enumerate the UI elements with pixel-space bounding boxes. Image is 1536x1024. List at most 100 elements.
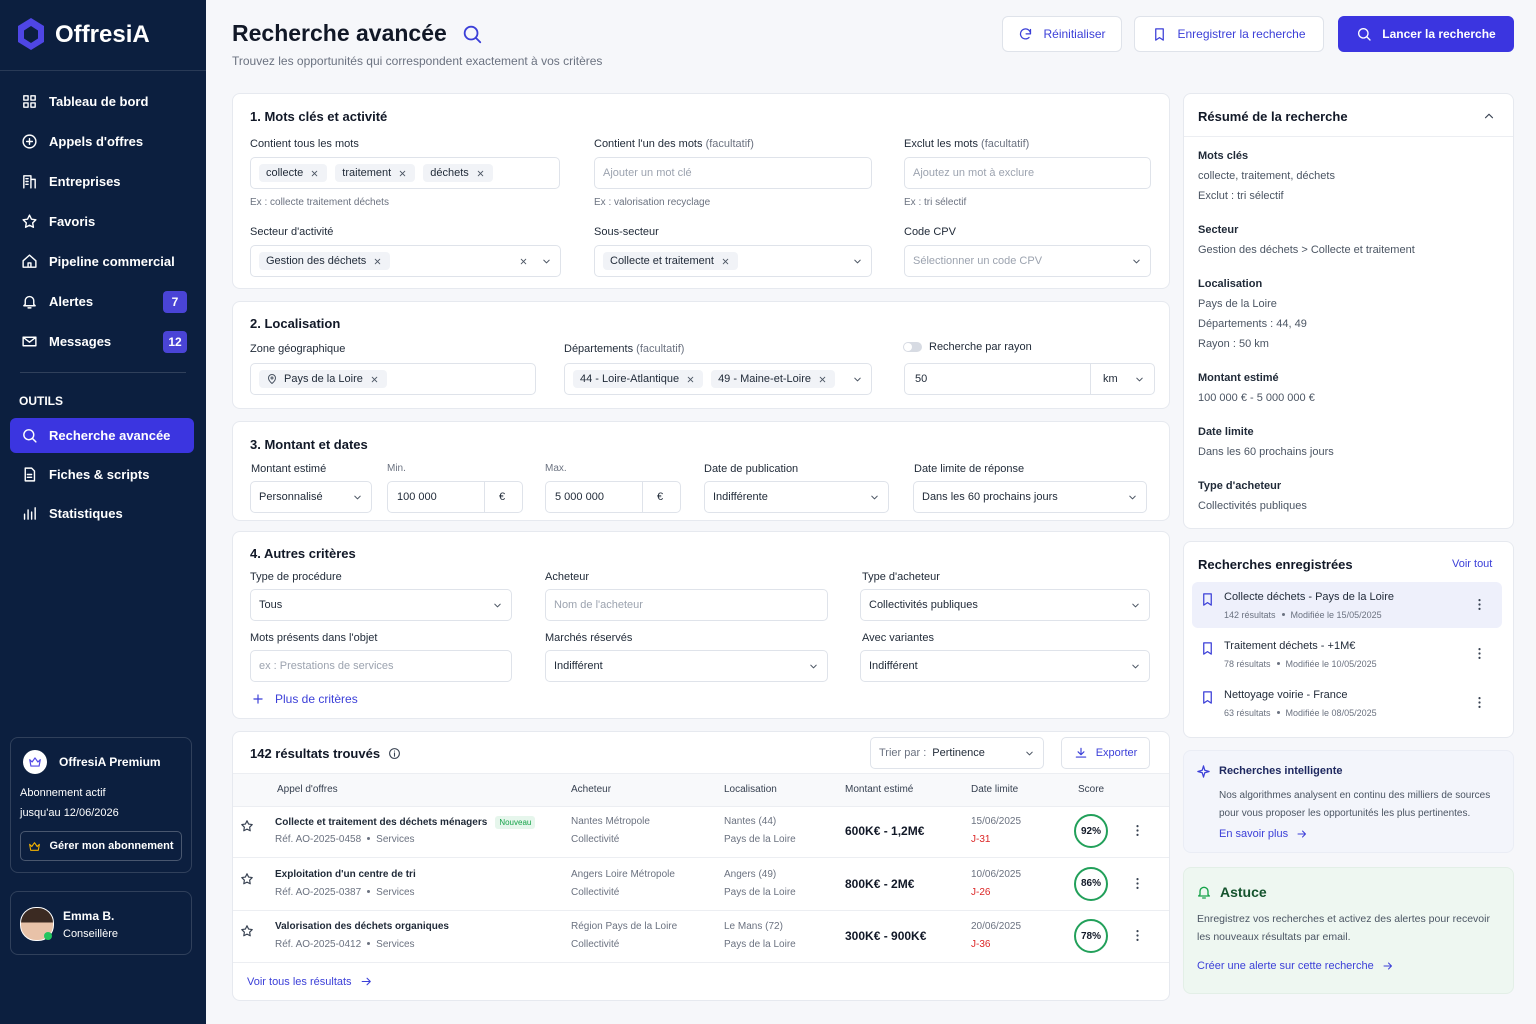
placeholder: Nom de l'acheteur xyxy=(554,599,643,611)
zone-input[interactable]: Pays de la Loire xyxy=(250,363,536,395)
learn-more[interactable]: En savoir plus xyxy=(1219,828,1308,840)
more-criteria[interactable]: Plus de critères xyxy=(251,692,358,706)
item-menu[interactable] xyxy=(1472,597,1487,617)
nav-item[interactable]: Recherche avancée xyxy=(10,418,194,453)
row-title[interactable]: Exploitation d'un centre de tri xyxy=(275,869,416,880)
field-label: Avec variantes xyxy=(862,632,934,644)
chart-icon xyxy=(21,505,38,522)
nav-item[interactable]: Statistiques xyxy=(10,496,194,531)
field-label: Secteur d'activité xyxy=(250,226,334,238)
all-results-link[interactable]: Voir tous les résultats xyxy=(247,975,373,988)
field-label: Départements (facultatif) xyxy=(564,343,684,355)
min-input[interactable]: 100 000 € xyxy=(387,481,523,513)
procedure-select[interactable]: Tous xyxy=(250,589,512,621)
select-value: Indifférent xyxy=(554,660,603,672)
summary-label: Montant estimé xyxy=(1198,372,1279,384)
score: 92% xyxy=(1074,814,1108,848)
favorite[interactable] xyxy=(240,924,254,943)
max-input[interactable]: 5 000 000 € xyxy=(545,481,681,513)
export-button[interactable]: Exporter xyxy=(1061,737,1150,769)
nav-item[interactable]: Alertes 7 xyxy=(10,284,194,319)
user-card[interactable]: Emma B. Conseillère xyxy=(10,891,192,955)
saved-item[interactable]: Nettoyage voirie - France 63 résultats Mo… xyxy=(1192,680,1502,726)
nav-item[interactable]: Pipeline commercial xyxy=(10,244,194,279)
save-button[interactable]: Enregistrer la recherche xyxy=(1134,16,1324,52)
sort-value: Pertinence xyxy=(932,747,985,759)
row-title[interactable]: Valorisation des déchets organiques xyxy=(275,921,449,932)
tag-text: Collecte et traitement xyxy=(610,255,714,267)
dots-icon xyxy=(1472,695,1487,710)
buyer-type-select[interactable]: Collectivités publiques xyxy=(860,589,1150,621)
type: Services xyxy=(376,886,415,898)
radius-input[interactable]: 50 km xyxy=(904,363,1155,395)
cpv-select[interactable]: Sélectionner un code CPV xyxy=(904,245,1151,277)
sort-select[interactable]: Trier par : Pertinence xyxy=(870,737,1044,769)
sector-select[interactable]: Gestion des déchets xyxy=(250,245,561,277)
publication-select[interactable]: Indifférente xyxy=(704,481,889,513)
bell-icon xyxy=(1196,884,1212,900)
favorite[interactable] xyxy=(240,819,254,838)
logo xyxy=(18,18,44,50)
object-input[interactable]: ex : Prestations de services xyxy=(250,650,512,682)
exclude-input[interactable]: Ajoutez un mot à exclure xyxy=(904,157,1151,189)
dots-icon xyxy=(1130,876,1145,891)
create-alert[interactable]: Créer une alerte sur cette recherche xyxy=(1197,960,1394,972)
chev-icon xyxy=(1127,492,1138,503)
variants-select[interactable]: Indifférent xyxy=(860,650,1150,682)
unit-select[interactable]: km xyxy=(1090,364,1145,394)
nav-item[interactable]: Fiches & scripts xyxy=(10,457,194,492)
reserved-select[interactable]: Indifférent xyxy=(545,650,828,682)
amount-select[interactable]: Personnalisé xyxy=(250,481,372,513)
subsector-select[interactable]: Collecte et traitement xyxy=(594,245,872,277)
user-role: Conseillère xyxy=(63,928,119,940)
item-menu[interactable] xyxy=(1472,646,1487,666)
currency: € xyxy=(484,482,505,512)
any-words-input[interactable]: Ajouter un mot clé xyxy=(594,157,872,189)
toggle[interactable] xyxy=(903,342,922,352)
field-label: Marchés réservés xyxy=(545,632,633,644)
favorite[interactable] xyxy=(240,872,254,891)
collapse[interactable] xyxy=(1482,109,1496,128)
nav-item[interactable]: Messages 12 xyxy=(10,324,194,359)
arrow-icon xyxy=(360,975,373,988)
summary-value: Exclut : tri sélectif xyxy=(1198,190,1284,202)
row-title[interactable]: Collecte et traitement des déchets ménag… xyxy=(275,816,536,829)
chev-icon xyxy=(852,374,863,385)
departments-select[interactable]: 44 - Loire-Atlantique 49 - Maine-et-Loire xyxy=(564,363,872,395)
saved-item[interactable]: Collecte déchets - Pays de la Loire 142 … xyxy=(1192,582,1502,628)
nav-item[interactable]: Favoris xyxy=(10,204,194,239)
deadline-date: 10/06/2025 xyxy=(971,868,1022,880)
field-label: Contient l'un des mots (facultatif) xyxy=(594,138,754,150)
row-menu[interactable] xyxy=(1130,876,1145,896)
summary-label: Localisation xyxy=(1198,278,1263,290)
building-icon xyxy=(21,173,38,190)
row-menu[interactable] xyxy=(1130,823,1145,843)
see-all[interactable]: Voir tout xyxy=(1452,558,1493,570)
saved-item[interactable]: Traitement déchets - +1M€ 78 résultats Mo… xyxy=(1192,631,1502,677)
button-label: Lancer la recherche xyxy=(1382,27,1496,41)
row-menu[interactable] xyxy=(1130,928,1145,948)
summary-label: Mots clés xyxy=(1198,150,1249,162)
select-value: Dans les 60 prochains jours xyxy=(922,491,1058,503)
reset-button[interactable]: Réinitialiser xyxy=(1002,16,1122,52)
nav-item[interactable]: Entreprises xyxy=(10,164,194,199)
search-button[interactable]: Lancer la recherche xyxy=(1338,16,1514,52)
manage-button[interactable]: Gérer mon abonnement xyxy=(20,831,182,861)
page-title: Recherche avancée xyxy=(232,20,483,47)
item-menu[interactable] xyxy=(1472,695,1487,715)
nav-item[interactable]: Appels d'offres xyxy=(10,124,194,159)
deadline-select[interactable]: Dans les 60 prochains jours xyxy=(913,481,1147,513)
tag-text: 49 - Maine-et-Loire xyxy=(718,373,811,385)
nav-item[interactable]: Tableau de bord xyxy=(10,84,194,119)
row-divider xyxy=(233,962,1169,963)
link-text: Plus de critères xyxy=(275,692,358,706)
hint: Ex : valorisation recyclage xyxy=(594,197,711,208)
tag: Collecte et traitement xyxy=(603,252,738,270)
buyer-input[interactable]: Nom de l'acheteur xyxy=(545,589,828,621)
all-words-input[interactable]: collecte traitement déchets xyxy=(250,157,560,189)
chev-icon xyxy=(541,256,552,267)
refresh-icon xyxy=(1018,27,1033,42)
tag: traitement xyxy=(335,164,416,182)
buyer-type: Collectivité xyxy=(571,886,620,898)
amount: 600K€ - 1,2M€ xyxy=(845,824,925,838)
